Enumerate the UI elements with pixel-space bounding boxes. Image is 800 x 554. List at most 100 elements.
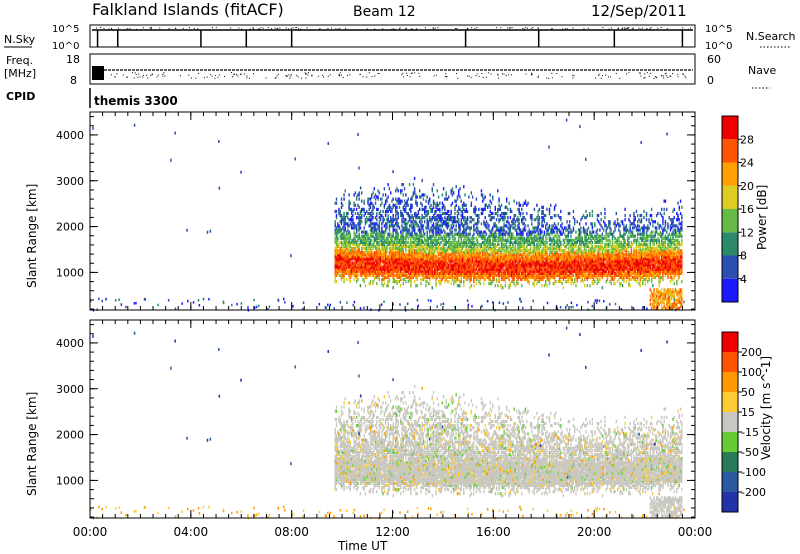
power-cell <box>464 242 466 247</box>
power-cell <box>338 209 340 214</box>
power-cell <box>398 226 401 230</box>
power-cell <box>369 282 372 286</box>
power-cell <box>391 209 393 214</box>
power-cell <box>413 257 416 261</box>
power-cell <box>410 269 412 273</box>
power-cell <box>445 211 447 216</box>
power-cell <box>546 261 548 265</box>
power-cell <box>357 228 359 232</box>
power-cell <box>556 246 558 251</box>
power-cell <box>411 234 413 238</box>
power-cell <box>479 251 481 255</box>
power-cell <box>546 284 548 288</box>
power-cell <box>546 228 548 232</box>
power-cell <box>392 226 394 230</box>
power-cell <box>479 271 481 275</box>
power-cell <box>541 265 543 269</box>
power-cell <box>488 228 490 232</box>
power-cell <box>461 222 464 226</box>
nave-dot <box>537 76 539 78</box>
power-cell <box>358 246 360 251</box>
nsky-dot <box>631 28 633 30</box>
power-cell <box>499 226 502 230</box>
power-cell <box>460 267 462 271</box>
nave-dot <box>643 77 645 79</box>
power-cell <box>459 232 461 236</box>
power-cell <box>344 249 347 253</box>
power-cell <box>529 230 532 234</box>
power-cell <box>395 279 397 284</box>
power-cell <box>342 259 344 263</box>
power-cell <box>415 267 417 271</box>
power-cell <box>521 230 523 234</box>
power-cell <box>502 246 504 251</box>
power-cell <box>489 193 491 197</box>
power-cell <box>503 222 505 226</box>
power-cell <box>537 271 539 275</box>
power-cell <box>434 273 436 277</box>
power-cell <box>466 257 469 261</box>
power-cell <box>359 267 362 271</box>
power-cell <box>479 277 481 282</box>
power-cell <box>526 236 528 240</box>
nave-dot <box>142 76 144 78</box>
power-cell <box>384 255 387 259</box>
power-cell <box>334 209 336 214</box>
power-cell <box>427 238 430 242</box>
power-cell <box>518 255 520 259</box>
power-cell <box>405 228 407 232</box>
nsky-dot <box>410 28 412 30</box>
power-cell <box>384 246 387 251</box>
power-cell <box>542 249 544 253</box>
power-cell <box>427 251 430 255</box>
power-cell <box>449 246 451 251</box>
power-cell <box>441 275 444 280</box>
power-cell <box>450 211 452 216</box>
power-cell <box>555 255 557 259</box>
power-cell <box>424 265 426 269</box>
power-cell <box>534 255 537 259</box>
power-cell <box>405 259 407 263</box>
power-cell <box>455 269 457 273</box>
nave-dot <box>236 74 238 76</box>
power-cell <box>355 244 358 249</box>
power-cell <box>363 251 365 255</box>
power-cell <box>408 275 411 280</box>
power-cell <box>396 267 398 271</box>
power-cell <box>437 271 440 275</box>
power-cell <box>445 269 447 273</box>
power-cell <box>378 234 381 238</box>
power-cell <box>456 273 459 277</box>
power-cell <box>551 259 553 263</box>
power-cell <box>463 255 465 259</box>
nave-dot <box>638 72 640 74</box>
nave-dot <box>215 75 217 77</box>
power-cell <box>407 236 410 240</box>
power-cell <box>479 282 481 286</box>
power-cell <box>449 259 451 263</box>
power-cell <box>527 251 529 255</box>
power-cell <box>383 261 386 265</box>
power-cell <box>456 271 459 275</box>
power-cell <box>340 244 343 249</box>
power-cell <box>444 255 446 259</box>
power-cell <box>376 249 378 253</box>
power-cell <box>358 249 360 253</box>
power-cell <box>440 269 442 273</box>
power-cell <box>519 246 522 251</box>
power-cell <box>546 236 548 240</box>
power-cell <box>393 269 396 273</box>
power-cell <box>505 240 508 244</box>
power-cell <box>374 251 377 255</box>
nave-dot <box>682 73 684 75</box>
power-cell <box>475 257 478 261</box>
power-cell <box>386 251 388 255</box>
power-cell <box>429 205 431 209</box>
power-cell <box>354 269 357 273</box>
power-cell <box>340 246 343 251</box>
power-cell <box>537 226 539 230</box>
power-cell <box>402 183 404 187</box>
power-cell <box>500 240 503 244</box>
power-cell <box>360 207 363 211</box>
nave-dot <box>401 74 403 76</box>
